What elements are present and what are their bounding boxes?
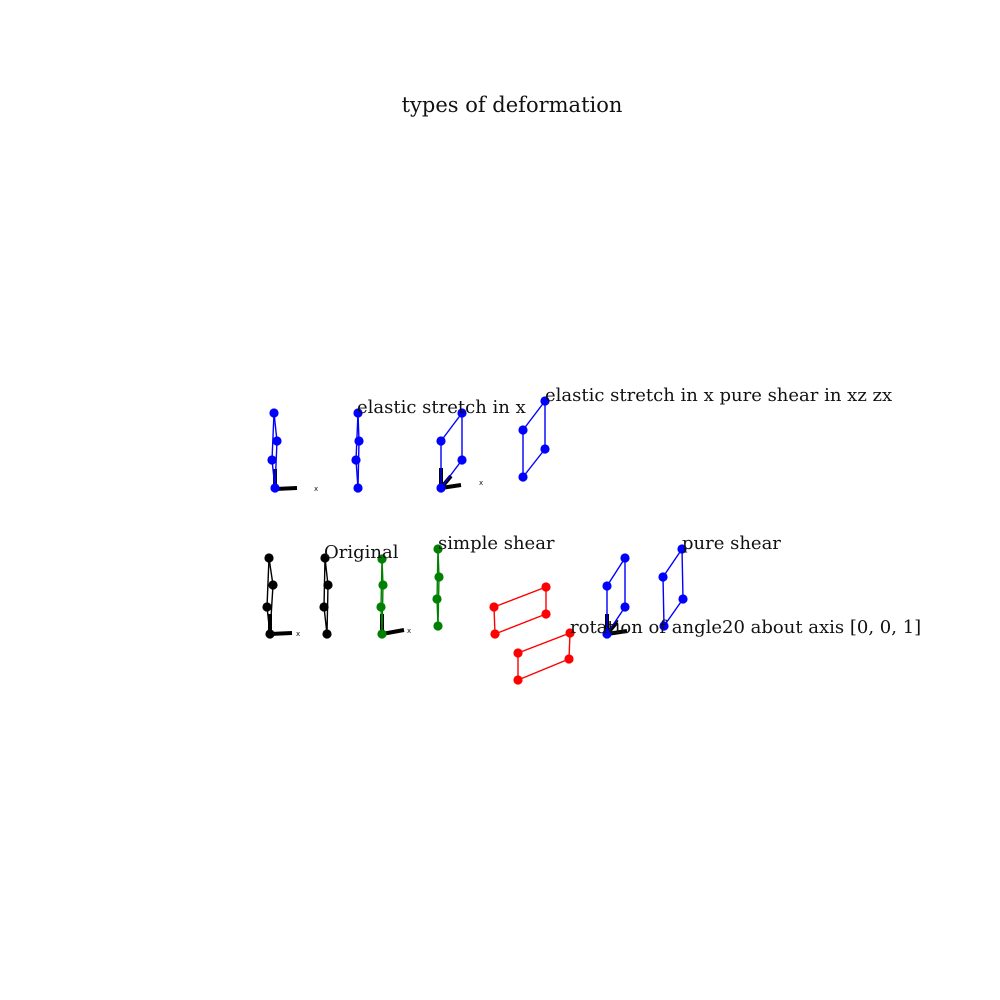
prism-vertex [513, 648, 523, 658]
prism-vertex [268, 580, 278, 590]
prism-edge [269, 584, 274, 635]
prism-vertex [322, 629, 332, 639]
prism-edge [271, 412, 275, 461]
prism-vertex [269, 408, 279, 418]
prism-vertex [320, 553, 330, 563]
prism-edge [493, 586, 547, 608]
prism-vertex [436, 436, 446, 446]
prism-edge [517, 632, 571, 654]
rotated-prism [489, 582, 575, 685]
prism-vertex [377, 554, 387, 564]
prism-vertex [376, 602, 386, 612]
prism-vertex [270, 483, 280, 493]
prism-vertex [602, 581, 612, 591]
prism-vertex [433, 544, 443, 554]
prism-edge [606, 557, 626, 587]
prism-vertex [351, 455, 361, 465]
prism-edge [681, 548, 684, 600]
prism-vertex [565, 628, 575, 638]
prism-vertex [659, 621, 669, 631]
prism-vertex [262, 602, 272, 612]
prism-vertex [620, 602, 630, 612]
panel-simple-shear: x [376, 544, 444, 639]
prism-vertex [677, 544, 687, 554]
prism-vertex [319, 602, 329, 612]
deformed-prism [267, 408, 364, 493]
panel-stretch-x-left: x [267, 408, 364, 493]
prism-vertex [434, 572, 444, 582]
axes-triad: x [380, 614, 411, 636]
prism-edge [440, 412, 463, 442]
panel-stretch-pure-shear: x [436, 396, 550, 493]
prism-vertex [602, 629, 612, 639]
sheared-prism [376, 544, 444, 639]
prism-edge [266, 557, 270, 608]
prism-vertex [353, 408, 363, 418]
prism-edge [494, 613, 547, 635]
prism-vertex [377, 629, 387, 639]
prism-edge [522, 448, 546, 478]
prism-edge [522, 400, 546, 431]
pure-shear-prism [602, 544, 688, 639]
prism-vertex [265, 629, 275, 639]
label-rotation: rotation of angle20 about axis [0, 0, 1] [570, 617, 921, 638]
prism-edge [274, 440, 278, 489]
prism-vertex [433, 621, 443, 631]
axis-tick-x: x [407, 627, 411, 635]
panel-original: x [262, 553, 333, 639]
prism-vertex [658, 572, 668, 582]
axis-tick-x: x [479, 479, 483, 487]
prism-vertex [540, 396, 550, 406]
prism-vertex [432, 594, 442, 604]
prism-vertex [678, 594, 688, 604]
prism-edge [440, 459, 463, 489]
prism-edge [355, 412, 359, 461]
axis-tick-x: x [296, 630, 300, 638]
figure-title: types of deformation [402, 93, 623, 117]
label-elastic-stretch-x: elastic stretch in x [357, 397, 526, 418]
prism-edge [357, 440, 360, 489]
prism-vertex [436, 483, 446, 493]
prism-vertex [620, 553, 630, 563]
prism-vertex [272, 436, 282, 446]
panel-rotation [489, 582, 575, 685]
prism-vertex [378, 580, 388, 590]
deformed-prism [436, 396, 550, 493]
prism-vertex [354, 436, 364, 446]
prism-edge [355, 459, 359, 489]
prism-vertex [518, 425, 528, 435]
axis-tick-x: x [314, 485, 318, 493]
axes-triad: x [273, 469, 318, 493]
original-prism [262, 553, 333, 639]
prism-edge [606, 606, 626, 635]
prism-vertex [489, 602, 499, 612]
prism-edge [662, 548, 683, 578]
label-original: Original [324, 542, 399, 563]
label-elastic-stretch-pure-shear: elastic stretch in x pure shear in xz zx [545, 385, 892, 406]
prism-vertex [264, 553, 274, 563]
prism-vertex [490, 629, 500, 639]
prism-vertex [541, 582, 551, 592]
prism-vertex [267, 455, 277, 465]
prism-vertex [353, 483, 363, 493]
prism-vertex [518, 472, 528, 482]
prism-edge [271, 459, 276, 489]
prism-vertex [457, 408, 467, 418]
prism-edge [662, 576, 665, 627]
prism-vertex [323, 580, 333, 590]
label-simple-shear: simple shear [438, 533, 555, 554]
prism-vertex [564, 654, 574, 664]
panel-pure-shear [602, 544, 688, 639]
prism-vertex [540, 444, 550, 454]
prism-vertex [541, 609, 551, 619]
prism-edge [663, 598, 684, 627]
prism-vertex [457, 455, 467, 465]
prism-vertex [513, 675, 523, 685]
axes-triad: x [439, 468, 483, 490]
prism-edge [517, 658, 570, 681]
label-pure-shear: pure shear [682, 533, 781, 554]
